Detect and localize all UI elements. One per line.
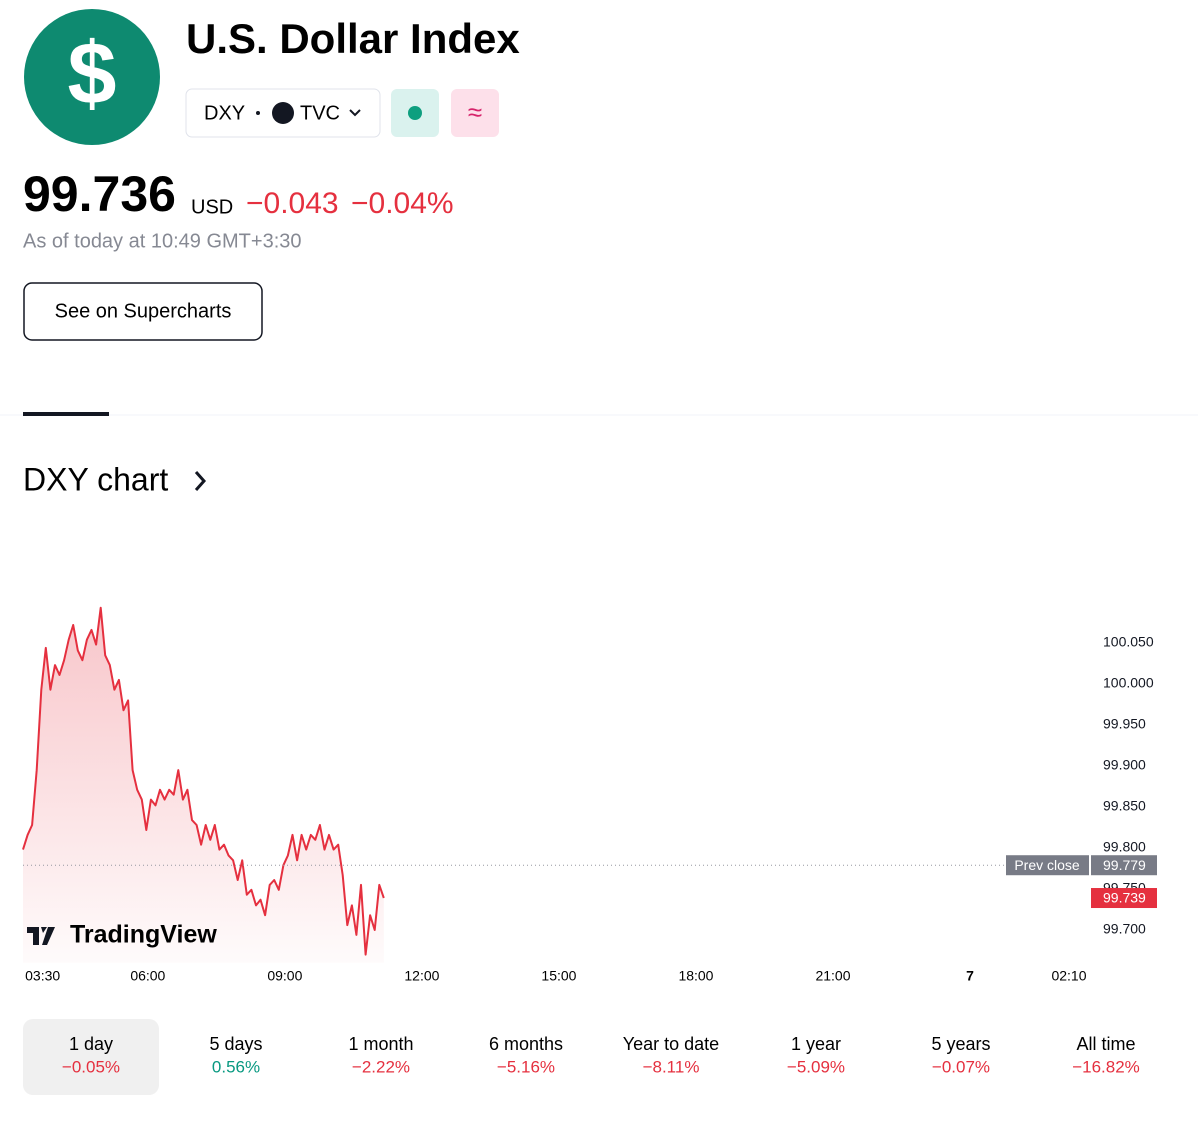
- tv-logo: [27, 927, 55, 945]
- button-label: See on Supercharts: [55, 300, 232, 322]
- period-label: 1 month: [348, 1034, 413, 1054]
- period-change: −0.07%: [932, 1057, 990, 1076]
- area: [23, 607, 384, 963]
- x-tick-label: 12:00: [404, 968, 439, 984]
- tv-icon: [272, 102, 294, 124]
- prev-close-tag: [1006, 855, 1089, 876]
- period-change: −2.22%: [352, 1057, 410, 1076]
- period-label: 5 years: [931, 1034, 990, 1054]
- period-label: 1 year: [791, 1034, 841, 1054]
- exchange: TVC: [300, 102, 340, 124]
- period-change: −0.05%: [62, 1057, 120, 1076]
- supercharts-button[interactable]: [23, 282, 263, 341]
- chevron: [349, 109, 361, 117]
- as-of: As of today at 10:49 GMT+3:30: [23, 230, 302, 252]
- x-tick-label: 21:00: [815, 968, 850, 984]
- symbol: DXY: [204, 102, 245, 124]
- x-tick-label: 03:30: [25, 968, 60, 984]
- x-tick-label: 06:00: [130, 968, 165, 984]
- y-tick-label: 100.000: [1103, 675, 1154, 691]
- x-tick-label: 18:00: [678, 968, 713, 984]
- brand: TradingView: [70, 921, 217, 949]
- period-change: −5.09%: [787, 1057, 845, 1076]
- change: −0.043: [246, 187, 339, 220]
- badge: ≈: [468, 97, 482, 127]
- period-change: −8.11%: [643, 1057, 700, 1076]
- period-label: 5 days: [209, 1034, 262, 1054]
- y-tick-label: 100.050: [1103, 634, 1154, 650]
- period-change: 0.56%: [212, 1057, 260, 1076]
- icon-circle: [24, 9, 160, 145]
- prev-close-value: 99.779: [1103, 857, 1146, 873]
- status-dot: [408, 106, 422, 120]
- last-value: 99.739: [1103, 890, 1146, 906]
- x-tick-label: 09:00: [267, 968, 302, 984]
- dot: [256, 111, 260, 115]
- prev-close-label: Prev close: [1014, 857, 1080, 873]
- x-tick-label: 15:00: [541, 968, 576, 984]
- y-tick-label: 99.900: [1103, 757, 1146, 773]
- change-pct: −0.04%: [351, 187, 454, 220]
- prev-close-value-tag: [1091, 855, 1157, 876]
- y-tick-label: 99.850: [1103, 798, 1146, 814]
- tab-indicator: [23, 412, 109, 416]
- title: U.S. Dollar Index: [186, 15, 520, 62]
- icon: $: [68, 23, 117, 122]
- period-change: −5.16%: [497, 1057, 555, 1076]
- badge-chip[interactable]: [451, 89, 499, 137]
- period-label: 6 months: [489, 1034, 563, 1054]
- section-chevron: [194, 471, 207, 491]
- section-title[interactable]: DXY chart: [23, 461, 168, 497]
- period-selected: [23, 1019, 159, 1095]
- y-tick-label: 99.700: [1103, 921, 1146, 937]
- price: 99.736: [23, 166, 176, 222]
- period-label: Year to date: [623, 1034, 719, 1054]
- last-value-tag: [1091, 888, 1157, 909]
- x-tick-label: 02:10: [1051, 968, 1086, 984]
- y-tick-label: 99.950: [1103, 716, 1146, 732]
- period-label: 1 day: [69, 1034, 113, 1054]
- x-tick-label: 7: [966, 968, 974, 984]
- currency: USD: [191, 196, 233, 218]
- period-change: −16.82%: [1072, 1057, 1140, 1076]
- y-tick-label: 99.800: [1103, 839, 1146, 855]
- period-label: All time: [1076, 1034, 1135, 1054]
- price-line: [22, 606, 385, 956]
